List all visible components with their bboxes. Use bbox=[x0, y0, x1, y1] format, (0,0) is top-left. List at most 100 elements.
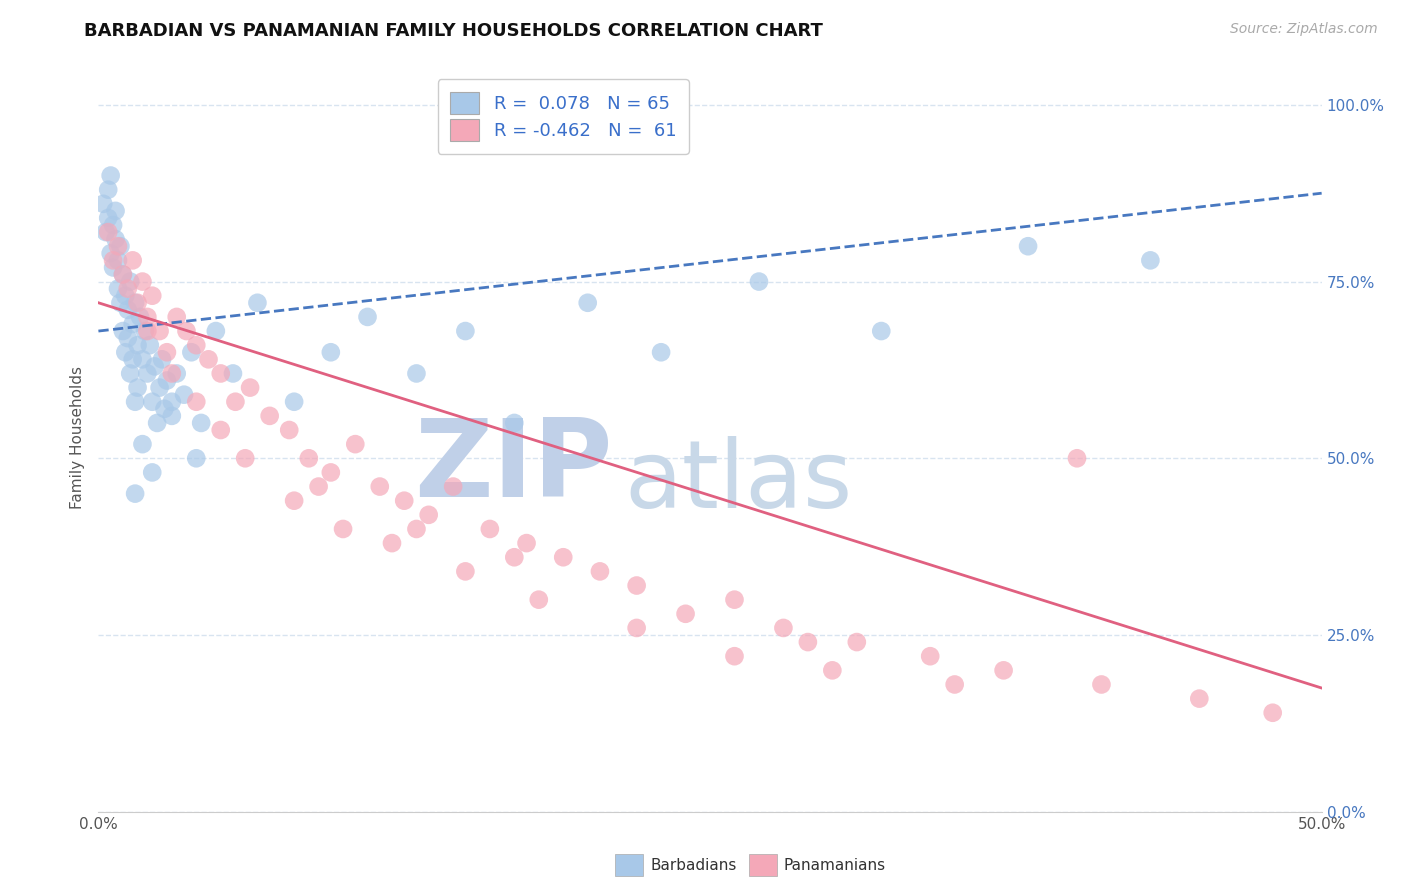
Text: BARBADIAN VS PANAMANIAN FAMILY HOUSEHOLDS CORRELATION CHART: BARBADIAN VS PANAMANIAN FAMILY HOUSEHOLD… bbox=[84, 22, 824, 40]
Point bbox=[94, 225, 117, 239]
Point bbox=[626, 578, 648, 592]
Point bbox=[120, 367, 142, 381]
Point bbox=[576, 295, 599, 310]
Point bbox=[772, 621, 794, 635]
Point bbox=[111, 268, 134, 282]
Point bbox=[626, 621, 648, 635]
Point bbox=[405, 522, 427, 536]
Point bbox=[515, 536, 537, 550]
Point bbox=[723, 592, 745, 607]
Point bbox=[136, 367, 159, 381]
Point bbox=[143, 359, 166, 374]
Text: Source: ZipAtlas.com: Source: ZipAtlas.com bbox=[1230, 22, 1378, 37]
Point bbox=[368, 479, 391, 493]
Point bbox=[131, 275, 153, 289]
Point bbox=[845, 635, 868, 649]
Point bbox=[180, 345, 202, 359]
Point bbox=[650, 345, 672, 359]
Point bbox=[503, 416, 526, 430]
Point bbox=[97, 183, 120, 197]
Point bbox=[553, 550, 575, 565]
Point bbox=[233, 451, 256, 466]
Point bbox=[381, 536, 404, 550]
Point bbox=[1139, 253, 1161, 268]
Point bbox=[176, 324, 198, 338]
Point bbox=[110, 295, 132, 310]
Point bbox=[127, 295, 149, 310]
Point bbox=[166, 367, 188, 381]
Point bbox=[166, 310, 188, 324]
Point bbox=[97, 225, 120, 239]
Point bbox=[675, 607, 697, 621]
Point bbox=[111, 268, 134, 282]
Point bbox=[222, 367, 245, 381]
Point bbox=[149, 381, 172, 395]
Point bbox=[131, 437, 153, 451]
Point bbox=[107, 282, 129, 296]
Point bbox=[319, 466, 342, 480]
Text: Barbadians: Barbadians bbox=[650, 858, 737, 872]
Point bbox=[797, 635, 820, 649]
Point bbox=[146, 416, 169, 430]
Point bbox=[209, 367, 232, 381]
Point bbox=[124, 486, 146, 500]
Point bbox=[870, 324, 893, 338]
Text: atlas: atlas bbox=[624, 436, 852, 528]
Point bbox=[131, 352, 153, 367]
Point bbox=[283, 493, 305, 508]
Point bbox=[114, 289, 136, 303]
Point bbox=[356, 310, 378, 324]
Point bbox=[278, 423, 301, 437]
Legend: R =  0.078   N = 65, R = -0.462   N =  61: R = 0.078 N = 65, R = -0.462 N = 61 bbox=[437, 79, 689, 153]
Point bbox=[160, 394, 183, 409]
Point bbox=[589, 565, 612, 579]
Point bbox=[150, 352, 173, 367]
Point bbox=[117, 302, 139, 317]
Point bbox=[246, 295, 269, 310]
Point bbox=[134, 324, 156, 338]
Point bbox=[224, 394, 246, 409]
Point bbox=[156, 345, 179, 359]
Point bbox=[454, 565, 477, 579]
Point bbox=[153, 401, 176, 416]
Y-axis label: Family Households: Family Households bbox=[69, 366, 84, 508]
Point bbox=[259, 409, 281, 423]
Point bbox=[117, 282, 139, 296]
Point bbox=[344, 437, 367, 451]
Point bbox=[104, 232, 127, 246]
Point bbox=[136, 324, 159, 338]
Point bbox=[298, 451, 321, 466]
Point bbox=[107, 253, 129, 268]
Point bbox=[141, 289, 163, 303]
Point bbox=[920, 649, 942, 664]
Point bbox=[120, 275, 142, 289]
Point bbox=[1090, 677, 1112, 691]
Point bbox=[205, 324, 228, 338]
Point bbox=[239, 381, 262, 395]
Point bbox=[127, 381, 149, 395]
Point bbox=[101, 260, 124, 275]
Point bbox=[124, 295, 146, 310]
Point bbox=[527, 592, 550, 607]
Point bbox=[319, 345, 342, 359]
Point bbox=[209, 423, 232, 437]
Point bbox=[139, 338, 162, 352]
Point bbox=[97, 211, 120, 225]
Point bbox=[110, 239, 132, 253]
Text: Panamanians: Panamanians bbox=[785, 858, 886, 872]
Point bbox=[160, 409, 183, 423]
Point bbox=[186, 394, 208, 409]
Point bbox=[190, 416, 212, 430]
Point bbox=[124, 394, 146, 409]
Point bbox=[723, 649, 745, 664]
Point bbox=[121, 253, 143, 268]
Point bbox=[1066, 451, 1088, 466]
Point bbox=[136, 310, 159, 324]
Point bbox=[117, 331, 139, 345]
Point bbox=[129, 310, 152, 324]
Point bbox=[107, 239, 129, 253]
Point bbox=[111, 324, 134, 338]
Point bbox=[503, 550, 526, 565]
Point bbox=[478, 522, 501, 536]
Point bbox=[127, 338, 149, 352]
